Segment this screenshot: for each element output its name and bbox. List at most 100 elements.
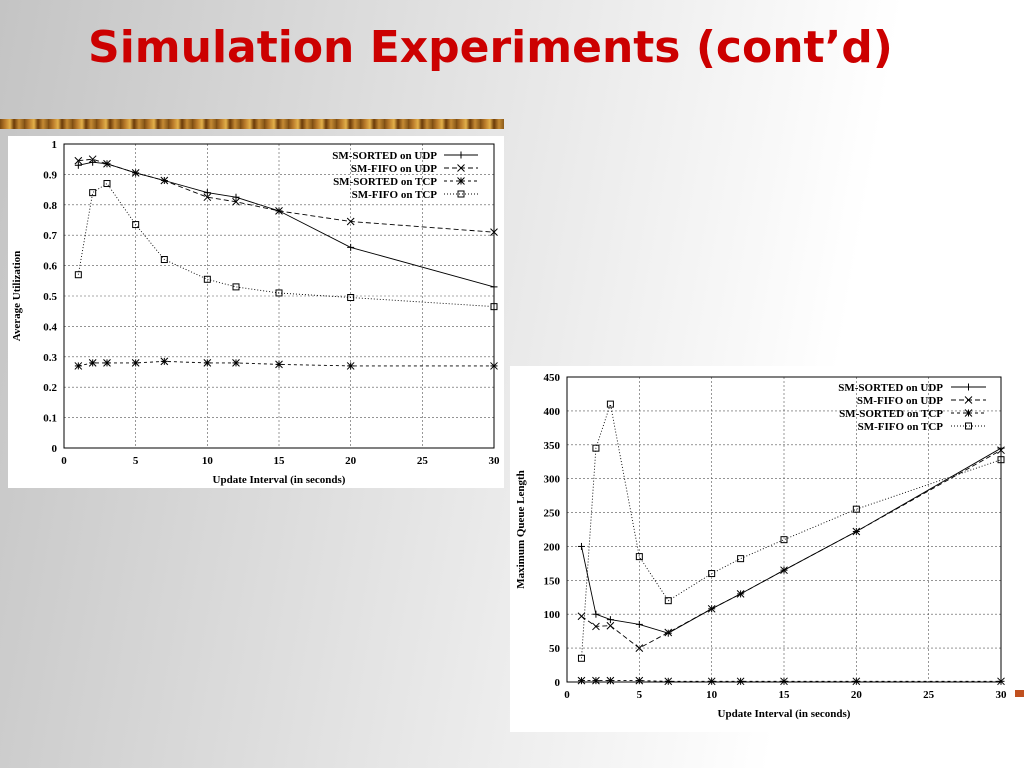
queue-series-line — [581, 680, 1001, 682]
utilization-series-line — [78, 360, 494, 367]
utilization-legend-marker — [457, 177, 465, 185]
utilization-data-point — [232, 283, 240, 291]
queue-data-point — [664, 628, 673, 637]
utilization-y-tick-label: 0.4 — [43, 321, 57, 333]
utilization-data-point — [89, 189, 97, 197]
utilization-legend-label: SM-SORTED on UDP — [332, 150, 437, 162]
utilization-y-tick-label: 0.5 — [43, 291, 57, 303]
utilization-data-point — [232, 197, 240, 206]
utilization-plot-frame — [63, 143, 495, 449]
queue-x-tick-label: 15 — [779, 689, 791, 701]
utilization-data-point — [88, 359, 97, 367]
queue-series-line — [581, 449, 1002, 649]
queue-data-point — [635, 644, 644, 652]
queue-data-point — [577, 542, 585, 550]
utilization-data-point — [160, 357, 169, 366]
utilization-y-tick-label: 0 — [52, 443, 58, 455]
queue-series-line — [581, 447, 1002, 634]
queue-series-4 — [577, 400, 1005, 662]
queue-series-3 — [577, 676, 1005, 686]
utilization-data-point — [347, 243, 355, 251]
queue-data-point — [592, 610, 600, 618]
utilization-data-point — [347, 294, 355, 302]
slide-title: Simulation Experiments (cont’d) — [88, 22, 893, 73]
utilization-legend-marker — [457, 164, 465, 172]
queue-x-axis-label: Update Interval (in seconds) — [718, 708, 851, 720]
utilization-x-tick-label: 5 — [133, 455, 139, 467]
utilization-data-point — [88, 155, 97, 164]
queue-series-2 — [577, 446, 1005, 652]
queue-length-chart-panel: 0 5 10 15 20 25 30 0 50 100 150 200 250 300 350 400 450 U… — [510, 366, 1010, 732]
utilization-legend-marker — [457, 190, 465, 198]
queue-y-tick-label: 350 — [544, 440, 561, 452]
decorative-square — [1015, 690, 1024, 697]
utilization-data-point — [103, 180, 111, 188]
queue-data-point — [606, 676, 615, 685]
queue-data-point — [577, 654, 585, 662]
utilization-series-3 — [74, 357, 498, 370]
queue-data-point — [577, 676, 586, 685]
queue-series-1 — [577, 444, 1005, 637]
utilization-x-axis-label: Update Interval (in seconds) — [213, 474, 346, 486]
queue-data-point — [852, 527, 861, 536]
utilization-data-point — [203, 275, 211, 283]
utilization-series-2 — [74, 155, 498, 237]
queue-data-point — [997, 677, 1005, 686]
queue-data-point — [852, 505, 860, 513]
queue-data-point — [780, 566, 788, 575]
utilization-legend-label: SM-SORTED on TCP — [333, 176, 437, 188]
utilization-data-point — [203, 189, 211, 197]
utilization-y-tick-label: 0.9 — [43, 169, 57, 181]
queue-data-point — [852, 677, 861, 686]
utilization-x-tick-label: 10 — [202, 455, 214, 467]
queue-data-point — [635, 676, 644, 685]
queue-y-tick-label: 300 — [544, 474, 561, 486]
queue-data-point — [606, 621, 615, 630]
queue-legend-marker — [964, 409, 973, 417]
utilization-data-point — [74, 362, 83, 370]
decorative-title-bar — [0, 119, 504, 129]
utilization-data-point — [74, 161, 82, 169]
utilization-data-point — [160, 176, 169, 185]
queue-x-tick-label: 25 — [923, 689, 935, 701]
utilization-data-point — [275, 289, 283, 297]
utilization-data-point — [275, 360, 283, 369]
utilization-data-point — [132, 221, 140, 229]
queue-data-point — [635, 553, 643, 561]
utilization-chart-panel: 0 5 10 15 20 25 30 0 0.1 0.2 0.3 0.4 0.5 0.6 0.7 0.8 0.9… — [8, 136, 504, 488]
utilization-data-point — [74, 156, 83, 165]
queue-data-point — [664, 597, 672, 605]
queue-legend-label: SM-FIFO on TCP — [858, 421, 944, 433]
utilization-legend-label: SM-FIFO on TCP — [352, 189, 438, 201]
utilization-data-point — [160, 256, 168, 264]
queue-legend-label: SM-FIFO on UDP — [857, 395, 943, 407]
utilization-chart: 0 5 10 15 20 25 30 0 0.1 0.2 0.3 0.4 0.5 0.6 0.7 0.8 0.9… — [11, 139, 500, 486]
queue-y-tick-label: 150 — [544, 575, 561, 587]
utilization-data-point — [131, 169, 140, 177]
utilization-y-tick-label: 0.7 — [43, 230, 57, 242]
queue-legend-marker — [964, 396, 973, 404]
utilization-legend-marker — [457, 151, 465, 159]
queue-data-point — [736, 677, 745, 686]
queue-data-point — [606, 400, 614, 408]
utilization-x-tick-label: 20 — [345, 455, 357, 467]
queue-series-line — [581, 403, 1002, 659]
queue-x-tick-label: 0 — [564, 689, 570, 701]
queue-legend-marker — [965, 422, 972, 430]
queue-y-axis-label: Maximum Queue Length — [515, 470, 527, 589]
queue-y-tick-label: 100 — [544, 609, 561, 621]
utilization-y-tick-label: 0.6 — [43, 261, 57, 273]
queue-x-tick-label: 10 — [706, 689, 718, 701]
queue-data-point — [707, 677, 716, 686]
queue-data-point — [736, 590, 745, 598]
queue-legend-label: SM-SORTED on TCP — [839, 408, 943, 420]
queue-y-tick-label: 400 — [544, 406, 561, 418]
queue-x-tick-label: 30 — [996, 689, 1008, 701]
queue-data-point — [592, 444, 600, 452]
queue-data-point — [635, 620, 643, 628]
queue-data-point — [997, 446, 1005, 455]
utilization-data-point — [490, 283, 498, 291]
queue-data-point — [708, 570, 716, 578]
